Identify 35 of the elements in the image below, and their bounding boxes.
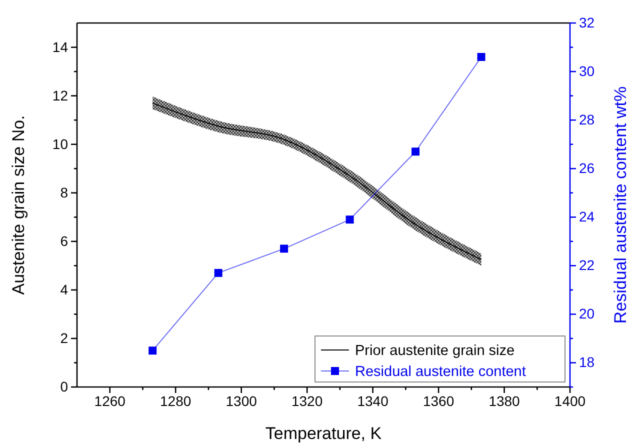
y-tick-label: 14 [52,38,68,55]
y2-tick-label: 26 [579,160,595,176]
x-tick-label: 1280 [160,392,192,409]
x-tick-label: 1320 [291,392,323,409]
y2-tick-label: 28 [579,112,595,128]
x-tick-label: 1380 [488,392,520,409]
y2-tick-label: 24 [579,208,595,225]
point [412,148,420,156]
y2-tick-label: 22 [579,257,595,274]
y2-axis-title: Residual austenite content wt% [611,86,630,324]
x-tick-label: 1360 [422,392,454,409]
x-tick-label: 1300 [226,392,258,409]
y-tick-label: 12 [52,87,68,104]
y-tick-label: 4 [60,281,68,298]
x-tick-label: 1400 [554,392,586,409]
x-tick-label: 1260 [94,392,126,409]
point [148,346,157,355]
y-tick-label: 10 [52,136,68,152]
y-tick-label: 2 [60,330,68,346]
y-tick-label: 8 [60,184,68,200]
y2-tick-label: 20 [579,306,595,322]
y-axis-title: Austenite grain size No. [9,115,28,295]
y-tick-label: 6 [60,232,68,249]
y2-tick-label: 30 [579,63,595,80]
point [346,216,354,224]
point [214,268,222,277]
point [280,244,288,253]
y-tick-label: 0 [60,378,68,394]
y2-tick-label: 32 [579,14,595,30]
y2-tick-label: 18 [579,354,595,370]
x-tick-label: 1340 [357,392,389,409]
legend-label: Residual austenite content [355,364,526,380]
legend-label: Prior austenite grain size [355,343,515,359]
point [477,52,486,61]
x-axis-title: Temperature, K [265,424,382,443]
